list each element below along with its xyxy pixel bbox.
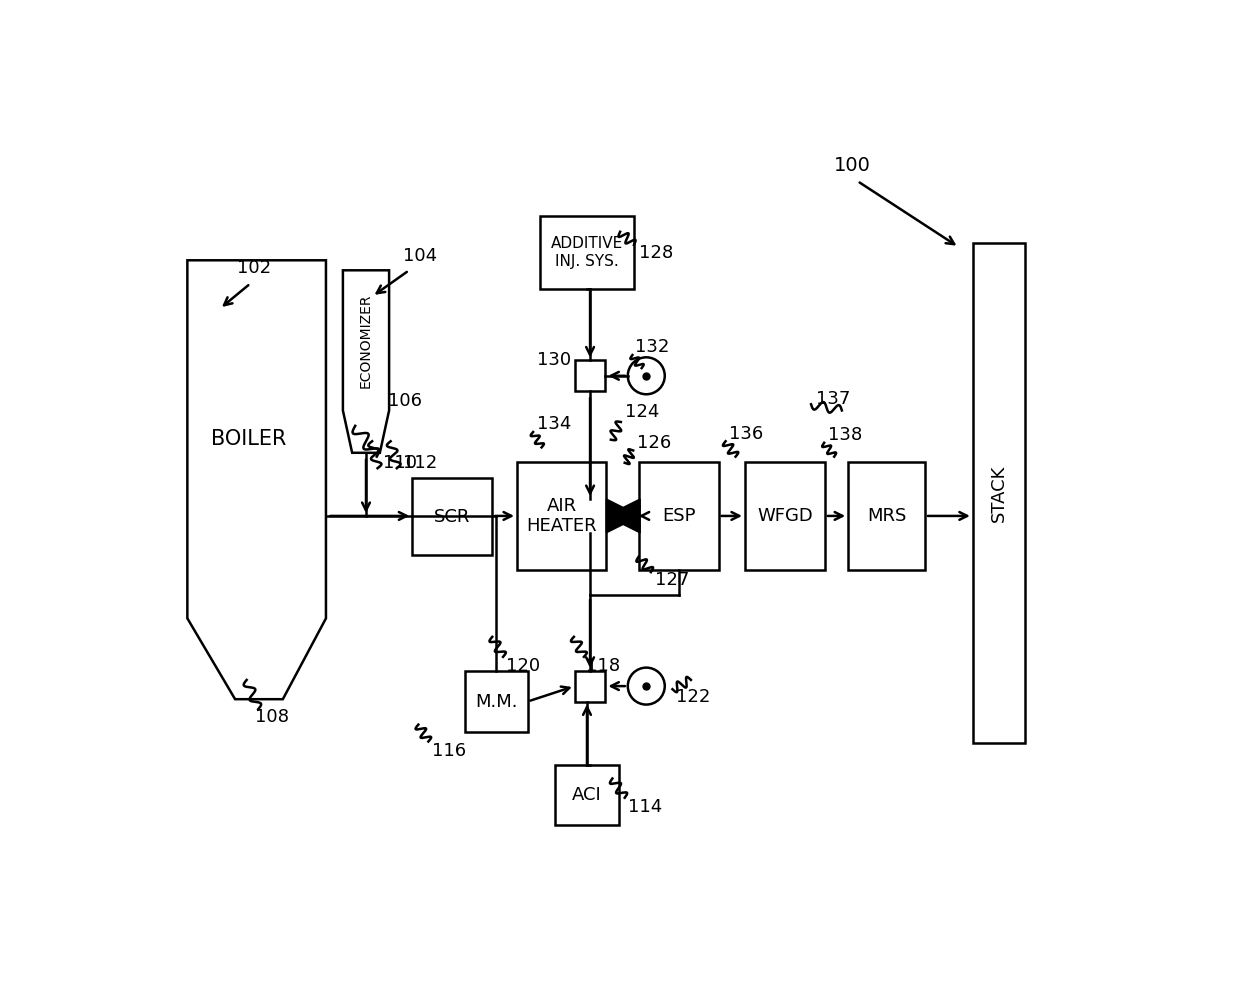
Text: 118: 118: [587, 657, 620, 675]
Text: 110: 110: [383, 454, 417, 471]
Text: ESP: ESP: [662, 507, 696, 525]
Text: 108: 108: [255, 708, 289, 726]
Text: 114: 114: [627, 798, 662, 816]
Text: 120: 120: [506, 657, 541, 675]
Text: SCR: SCR: [434, 508, 470, 525]
Text: 137: 137: [816, 390, 851, 408]
Text: 132: 132: [635, 339, 670, 356]
Bar: [848, 462, 925, 570]
Text: AIR
HEATER: AIR HEATER: [526, 497, 596, 535]
Bar: [541, 216, 634, 289]
Bar: [972, 243, 1025, 743]
Bar: [745, 462, 825, 570]
Text: 122: 122: [676, 687, 711, 706]
Text: 100: 100: [835, 156, 870, 175]
Bar: [412, 478, 492, 555]
Circle shape: [627, 357, 665, 394]
Bar: [556, 765, 619, 825]
Text: 138: 138: [828, 426, 862, 444]
Bar: [639, 462, 719, 570]
Text: MRS: MRS: [867, 507, 906, 525]
Polygon shape: [606, 499, 640, 533]
Text: 102: 102: [237, 259, 270, 277]
Text: M.M.: M.M.: [475, 692, 517, 711]
Text: 127: 127: [655, 571, 689, 589]
Text: ADDITIVE
INJ. SYS.: ADDITIVE INJ. SYS.: [551, 237, 624, 269]
Text: 112: 112: [403, 454, 438, 471]
Text: 124: 124: [625, 403, 660, 421]
Circle shape: [627, 668, 665, 704]
Bar: [574, 671, 605, 701]
Text: 116: 116: [433, 741, 466, 760]
Bar: [574, 360, 605, 391]
Text: 130: 130: [537, 352, 572, 369]
Text: 136: 136: [729, 424, 764, 443]
Text: ECONOMIZER: ECONOMIZER: [360, 293, 373, 388]
Text: 126: 126: [637, 434, 671, 452]
Polygon shape: [187, 260, 326, 699]
Text: 104: 104: [403, 247, 436, 265]
Polygon shape: [606, 499, 640, 533]
Text: WFGD: WFGD: [756, 507, 812, 525]
Bar: [465, 671, 528, 733]
Bar: [517, 462, 606, 570]
Text: BOILER: BOILER: [211, 429, 286, 450]
Text: ACI: ACI: [572, 786, 601, 803]
Text: 106: 106: [388, 392, 422, 410]
Text: STACK: STACK: [990, 464, 1008, 521]
Polygon shape: [343, 270, 389, 453]
Text: 134: 134: [537, 415, 572, 433]
Text: 128: 128: [639, 245, 673, 262]
